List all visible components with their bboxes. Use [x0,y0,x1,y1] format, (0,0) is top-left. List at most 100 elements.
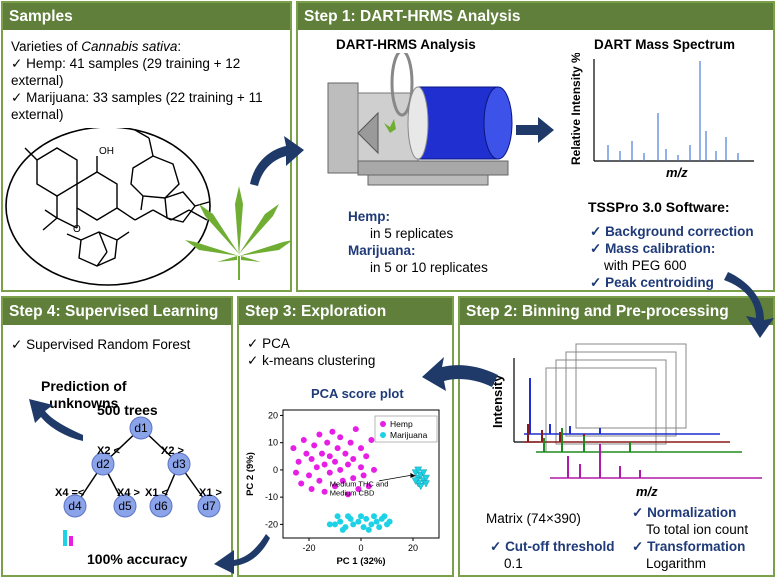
data-point-hemp [337,466,344,473]
bullet-mass-calibration: ✓ Mass calibration: [590,241,716,256]
node-d2: d2 [96,457,110,471]
y-tick-label: -10 [265,492,278,502]
trees-label: 500 trees [97,402,158,418]
node-d6: d6 [154,499,168,513]
data-point-hemp [332,458,338,465]
x-axis-label: PC 1 (32%) [336,556,385,567]
check-icon: ✓ [247,353,259,368]
data-point-hemp [368,436,375,443]
arrow-step2-to-step3-icon [422,357,498,391]
data-point-hemp [311,442,318,449]
arrow-step1-to-step2-icon [724,272,774,338]
edge-label-x4-le: X4 =< [55,487,84,499]
binned-spectra-diagram: Intensity m/z [490,343,762,499]
data-point-hemp [334,445,341,452]
pca-score-plot: -20 0 20 -20 -10 0 10 20 PC 1 (32%) PC 2 (9%) Hemp… [245,409,440,567]
node-d5: d5 [118,499,132,513]
data-point-hemp [293,469,299,476]
data-point-hemp [306,472,312,479]
spectrum-ylabel: Relative Intensity % [569,53,583,165]
cannabinoid-structures-diagram: OH O [5,128,291,286]
data-point-hemp [319,450,325,457]
data-point-marijuana [350,521,357,528]
check-icon: ✓ [490,539,506,554]
data-point-hemp [329,428,336,435]
edge-label-x4-gt: X4 > [117,487,140,499]
check-icon: ✓ [247,336,259,351]
step3-items: ✓ PCA ✓ k-means clustering [247,335,375,369]
node-d7: d7 [202,499,216,513]
data-point-marijuana [337,518,344,525]
data-point-hemp [352,426,359,433]
check-icon: ✓ [632,505,648,520]
step4-header: Step 4: Supervised Learning [3,298,231,325]
legend-marker [380,421,386,427]
data-point-hemp [342,450,349,457]
bullet-peak-centroiding: ✓ Peak centroiding [590,275,714,290]
prediction-arrow-icon [29,399,83,441]
data-point-hemp [300,436,307,443]
right-arrow-icon [516,117,554,143]
data-point-hemp [350,475,357,482]
data-point-hemp [324,439,331,446]
step3-panel: Step 3: Exploration ✓ PCA ✓ k-means clus… [237,296,454,577]
data-point-hemp [358,464,364,471]
annotation-arrow [379,474,411,482]
data-point-hemp [290,445,297,452]
data-point-hemp [337,434,344,441]
data-point-medium [414,466,423,474]
normalization-block: ✓ Normalization To total ion count ✓ Tra… [632,505,749,571]
edge-label-x2-gt: X2 > [161,445,184,457]
check-icon: ✓ [11,90,23,105]
data-point-marijuana [345,513,351,520]
step2-xlabel: m/z [636,484,658,499]
data-point-marijuana [368,521,375,528]
check-icon: ✓ [11,337,23,352]
mass-spectrum-chart: Relative Intensity % m/z [569,53,754,180]
data-point-hemp [350,456,357,463]
data-point-marijuana [355,518,362,525]
data-point-marijuana [360,524,367,531]
accuracy-label: 100% accuracy [87,551,188,567]
data-point-hemp [358,445,364,452]
data-point-hemp [298,480,305,487]
data-point-hemp [345,461,351,468]
step2-ylabel: Intensity [490,374,505,428]
accuracy-bars-icon [63,530,73,546]
data-point-hemp [303,450,310,457]
y-tick-label: 10 [268,438,278,448]
data-point-hemp [347,439,354,446]
software-title: TSSPro 3.0 Software: [588,199,730,215]
oh-label: OH [99,146,114,157]
x-tick-label: 0 [358,543,363,553]
data-point-hemp [339,477,346,484]
bullet-background-correction: ✓ Background correction [590,224,754,239]
legend-label: Marijuana [390,430,428,440]
step4-panel: Step 4: Supervised Learning ✓ Supervised… [1,296,233,577]
samples-header: Samples [3,3,290,30]
dart-instrument-diagram [327,53,513,186]
arrow-step3-to-step4-icon [214,534,270,574]
node-d1: d1 [134,421,148,435]
check-icon: ✓ [590,241,606,256]
check-icon: ✓ [590,275,606,290]
legend-marker [380,432,386,438]
samples-item-hemp: ✓ Hemp: 41 samples (29 training + 12 ext… [11,56,241,88]
cannabis-leaf-icon [185,186,291,280]
annotation-arrowhead [410,472,416,478]
data-point-marijuana [371,513,377,520]
data-point-medium [416,483,425,491]
software-bullets: ✓ Background correction ✓ Mass calibrati… [590,223,770,291]
y-tick-label: 0 [273,465,278,475]
o-label: O [73,224,81,235]
check-icon: ✓ [590,224,606,239]
legend-box [374,415,438,443]
samples-item-marijuana: ✓ Marijuana: 33 samples (22 training + 1… [11,90,263,122]
step1-header: Step 1: DART-HRMS Analysis [298,3,773,30]
spectrum-xlabel: m/z [666,165,688,180]
data-point-marijuana [334,513,341,520]
node-d3: d3 [172,457,186,471]
edge-label-x2-lt: X2 < [97,445,120,457]
data-point-medium [419,469,428,477]
spectrum-title: DART Mass Spectrum [594,37,736,52]
